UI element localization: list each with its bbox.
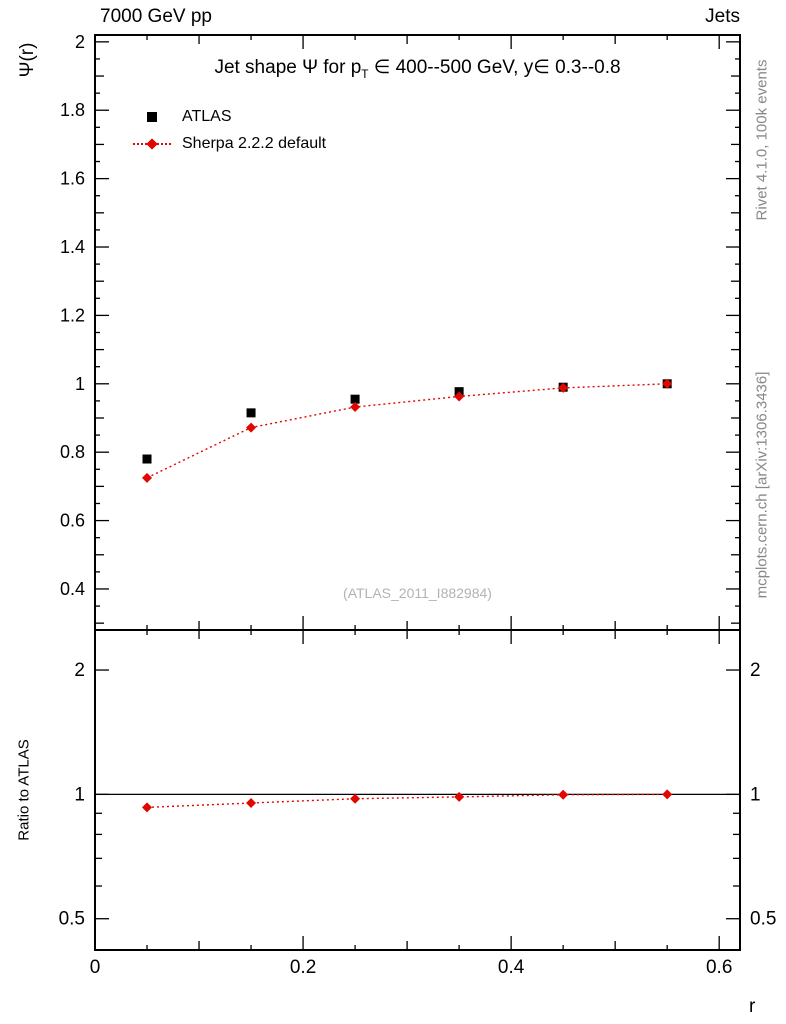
tick-label: 1.2 bbox=[60, 305, 85, 325]
series-sherpa bbox=[142, 378, 673, 483]
tick-label: 1.4 bbox=[60, 237, 85, 257]
analysis-id-watermark: (ATLAS_2011_I882984) bbox=[343, 585, 492, 601]
tick-label: 2 bbox=[750, 660, 761, 681]
analysis-group-label: Jets bbox=[705, 6, 740, 27]
ratio-series bbox=[142, 789, 673, 813]
diamond-marker bbox=[246, 798, 257, 809]
plot-title-prefix: Jet shape Ψ for p bbox=[214, 57, 362, 78]
ratio-line bbox=[146, 793, 668, 809]
sherpa-line bbox=[146, 383, 668, 479]
diamond-marker bbox=[246, 422, 257, 433]
tick-label: 1 bbox=[74, 784, 85, 805]
tick-label: 1.8 bbox=[60, 100, 85, 120]
plot-title: Jet shape Ψ for pT ∈ 400--500 GeV, y∈ 0.… bbox=[95, 56, 740, 81]
ratio-panel-frame bbox=[94, 629, 741, 951]
tick-label: 0.8 bbox=[60, 442, 85, 462]
tick-label: 1 bbox=[750, 784, 761, 805]
legend-item-sherpa: Sherpa 2.2.2 default bbox=[133, 130, 326, 157]
tick-label: 2 bbox=[75, 32, 85, 52]
y-axis-label: Ψ(r) bbox=[17, 42, 38, 78]
legend-label-atlas: ATLAS bbox=[182, 107, 232, 125]
ratio-y-axis-label: Ratio to ATLAS bbox=[15, 739, 33, 841]
diamond-marker bbox=[142, 802, 153, 813]
diamond-marker bbox=[662, 378, 673, 389]
tick-label: 0 bbox=[90, 957, 101, 978]
diamond-marker bbox=[558, 382, 569, 393]
beam-energy-label: 7000 GeV pp bbox=[100, 6, 212, 27]
tick-label: 1.6 bbox=[60, 169, 85, 189]
tick-label: 0.5 bbox=[750, 909, 776, 930]
tick-label: 0.4 bbox=[498, 957, 525, 978]
atlas-marker-icon bbox=[133, 111, 171, 122]
tick-label: 0.6 bbox=[60, 511, 85, 531]
legend-item-atlas: ATLAS bbox=[133, 103, 326, 130]
diamond-marker bbox=[662, 789, 673, 800]
diamond-marker bbox=[350, 402, 361, 413]
x-axis-ticks: 0 0.2 0.4 0.6 bbox=[90, 35, 732, 978]
mcplots-credit-label: mcplots.cern.ch [arXiv:1306.3436] bbox=[753, 371, 771, 599]
tick-label: 0.6 bbox=[706, 957, 732, 978]
diamond-marker bbox=[558, 789, 569, 800]
square-marker bbox=[142, 454, 152, 464]
diamond-marker bbox=[142, 472, 153, 483]
tick-label: 0.2 bbox=[290, 957, 316, 978]
sherpa-marker-icon bbox=[133, 137, 171, 150]
legend-label-sherpa: Sherpa 2.2.2 default bbox=[182, 134, 327, 152]
tick-label: 0.5 bbox=[59, 909, 85, 930]
legend: ATLAS Sherpa 2.2.2 default bbox=[133, 103, 326, 157]
rivet-version-label: Rivet 4.1.0, 100k events bbox=[753, 59, 771, 221]
tick-label: 1 bbox=[75, 374, 85, 394]
square-marker bbox=[246, 408, 256, 418]
diamond-marker bbox=[454, 391, 465, 402]
plot-title-suffix: ∈ 400--500 GeV, y∈ 0.3--0.8 bbox=[368, 57, 621, 78]
tick-label: 2 bbox=[74, 660, 85, 681]
plot-title-subscript: T bbox=[361, 67, 369, 81]
ratio-y-axis-ticks: 0.5 0.5 1 1 2 2 bbox=[59, 660, 777, 930]
diamond-marker bbox=[454, 791, 465, 802]
diamond-marker bbox=[350, 793, 361, 804]
main-y-axis-ticks: 0.4 0.6 0.8 1 1.2 1.4 1.6 1.8 2 bbox=[60, 32, 740, 624]
square-marker bbox=[350, 394, 360, 404]
tick-label: 0.4 bbox=[60, 579, 85, 599]
series-atlas bbox=[142, 379, 672, 464]
x-axis-label: r bbox=[749, 996, 756, 1017]
